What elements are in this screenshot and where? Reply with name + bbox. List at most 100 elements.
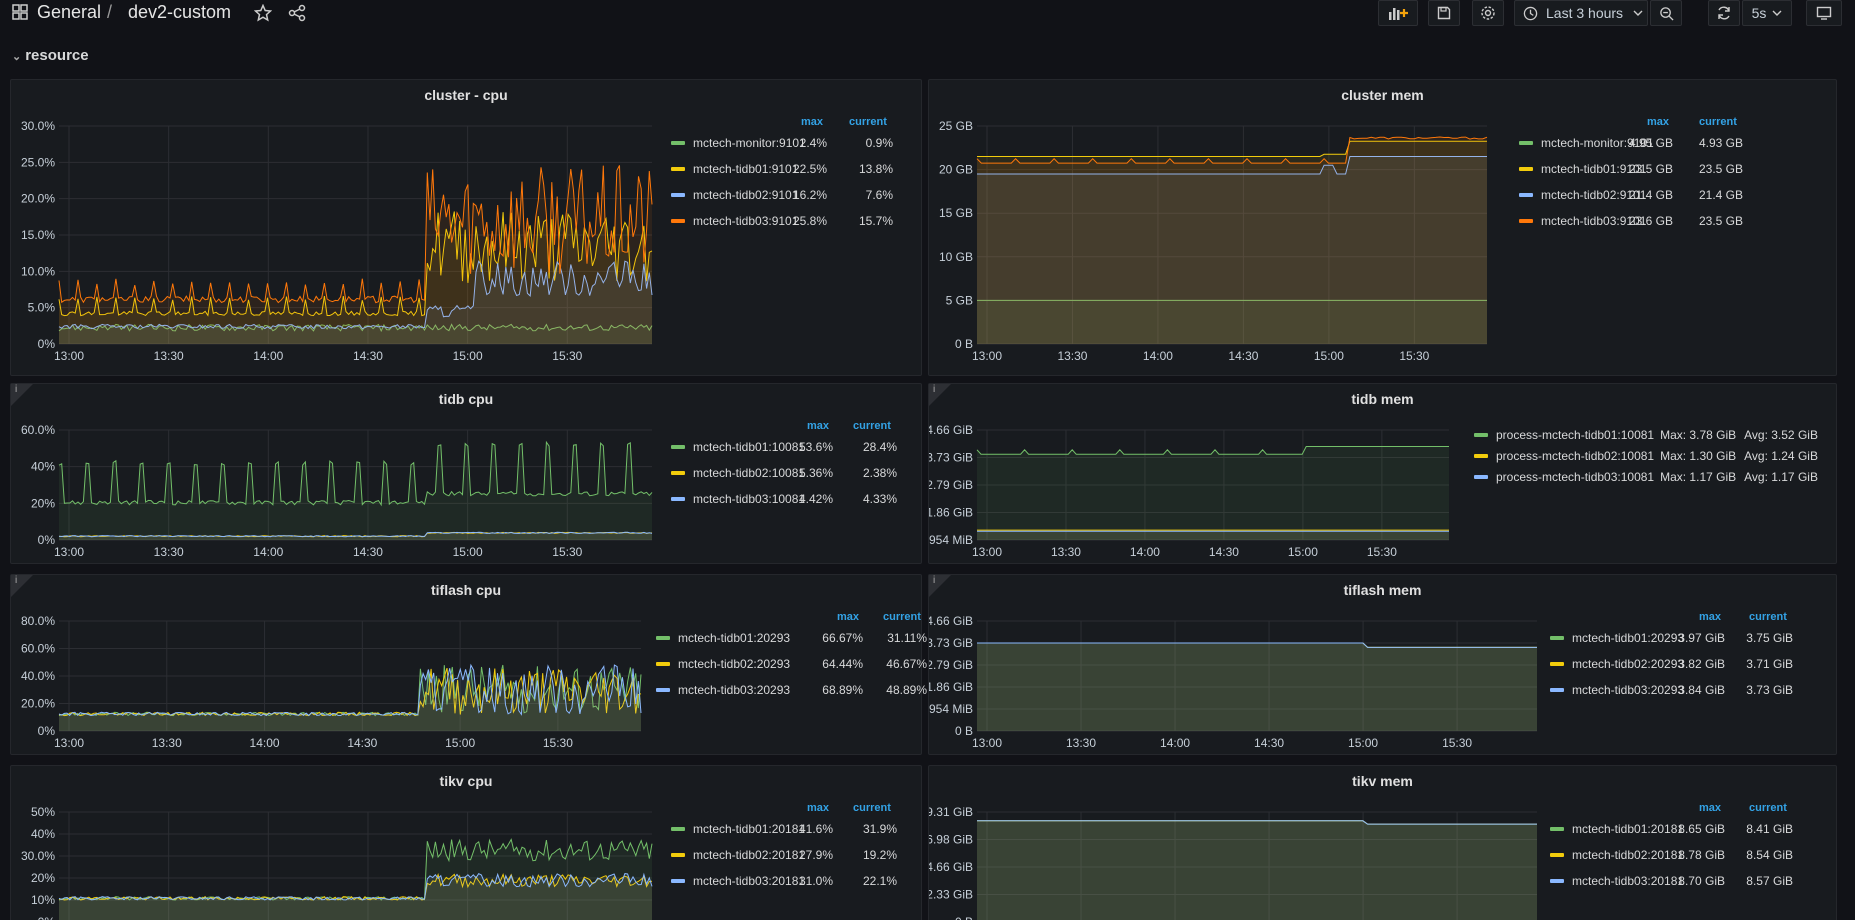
series-line[interactable] bbox=[976, 446, 1449, 455]
legend-item[interactable]: mctech-tidb02:20293 bbox=[656, 657, 790, 671]
panel-cluster-cpu[interactable]: cluster - cpu 30.0% 25.0% 20.0% 15.0% 10.0% 5.… bbox=[10, 79, 922, 376]
graph-plot[interactable]: 60.0% 40% 20% 0%13:00 13:30 14:00 14:30 15:00 15… bbox=[11, 384, 921, 563]
legend-item[interactable]: mctech-tidb03:20181 bbox=[1550, 874, 1684, 888]
series-line[interactable] bbox=[58, 165, 653, 304]
legend-item[interactable]: mctech-tidb03:20181 bbox=[671, 874, 805, 888]
legend-item[interactable]: mctech-tidb01:10081 bbox=[671, 440, 805, 454]
series-line[interactable] bbox=[977, 642, 1537, 648]
share-icon[interactable] bbox=[288, 4, 306, 22]
legend-item[interactable]: mctech-monitor:9101 bbox=[671, 136, 806, 150]
panel-cluster-mem[interactable]: cluster mem 25 GB 20 GB 15 GB 10 GB 5 GB 0 B 13… bbox=[928, 79, 1837, 376]
refresh-button[interactable] bbox=[1708, 0, 1740, 26]
series-line[interactable] bbox=[58, 872, 653, 901]
legend-item[interactable]: mctech-tidb03:20293 bbox=[656, 683, 790, 697]
legend-item[interactable]: mctech-tidb03:10081 bbox=[671, 492, 805, 506]
legend-header-current[interactable]: current bbox=[1749, 802, 1787, 814]
graph-plot[interactable]: 30.0% 25.0% 20.0% 15.0% 10.0% 5.0% 0%13:00 13:3… bbox=[11, 80, 921, 375]
legend-item[interactable]: mctech-tidb02:20181 bbox=[671, 848, 805, 862]
legend-header-current[interactable]: current bbox=[1699, 116, 1737, 128]
legend-header-max[interactable]: max bbox=[807, 802, 830, 814]
legend-header-max[interactable]: max bbox=[1699, 802, 1722, 814]
star-icon[interactable] bbox=[254, 4, 272, 22]
dashboard-settings-button[interactable] bbox=[1472, 0, 1504, 26]
legend-item[interactable]: mctech-tidb03:9101 bbox=[671, 214, 798, 228]
apps-icon[interactable] bbox=[12, 4, 28, 20]
panel-tiflash-cpu[interactable]: i tiflash cpu 80.0% 60.0% 40.0% 20.0% 0% 13:00 1… bbox=[10, 574, 927, 755]
panel-tikv-mem[interactable]: tikv mem 9.31 GiB 6.98 GiB 4.66 GiB 2.33 GiB… bbox=[928, 765, 1837, 920]
x-tick-label: 15:30 bbox=[543, 736, 573, 750]
panel-title[interactable]: tiflash cpu bbox=[430, 582, 501, 598]
view-mode-button[interactable] bbox=[1806, 0, 1842, 26]
refresh-interval-picker[interactable]: 5s bbox=[1742, 0, 1792, 26]
panel-info-corner-icon[interactable]: i bbox=[11, 575, 33, 597]
graph-plot[interactable]: 4.66 GiB 3.73 GiB 2.79 GiB 1.86 GiB 954 MiB 0… bbox=[929, 575, 1836, 754]
legend-item[interactable]: process-mctech-tidb01:10081 Max: 3.78 GiB… bbox=[1474, 428, 1818, 442]
panel-info-corner-icon[interactable]: i bbox=[929, 384, 951, 406]
graph-plot[interactable]: 80.0% 60.0% 40.0% 20.0% 0%13:00 13:30 14:00 14:… bbox=[11, 575, 921, 754]
legend-item[interactable]: mctech-tidb02:9101 bbox=[671, 188, 798, 202]
legend-color-swatch bbox=[1474, 433, 1488, 437]
legend-item[interactable]: mctech-tidb01:20293 bbox=[1550, 631, 1684, 645]
panel-info-corner-icon[interactable]: i bbox=[11, 384, 33, 406]
legend-item[interactable]: mctech-tidb01:9101 bbox=[1519, 162, 1646, 176]
panel-title[interactable]: tidb mem bbox=[1351, 391, 1414, 407]
legend-item[interactable]: mctech-tidb02:9101 bbox=[1519, 188, 1646, 202]
breadcrumb-folder[interactable]: General bbox=[37, 2, 102, 22]
legend-item[interactable]: process-mctech-tidb03:10081 Max: 1.17 GiB… bbox=[1474, 470, 1818, 484]
panel-tidb-mem[interactable]: i tidb mem 4.66 GiB 3.73 GiB 2.79 GiB 1.86 Gi… bbox=[928, 383, 1837, 564]
panel-title[interactable]: tidb cpu bbox=[438, 391, 494, 407]
legend-item[interactable]: mctech-tidb01:20181 bbox=[671, 822, 805, 836]
panel-title[interactable]: cluster - cpu bbox=[424, 87, 508, 103]
legend-header-current[interactable]: current bbox=[1749, 611, 1787, 623]
series-line[interactable] bbox=[58, 663, 642, 717]
panel-tikv-cpu[interactable]: tikv cpu50%40%30.0%20%10%0%13:0013:3014:… bbox=[10, 765, 922, 920]
series-line[interactable] bbox=[58, 211, 653, 317]
panel-tidb-cpu[interactable]: i tidb cpu 60.0% 40% 20% 0% 13:00 13:30 14:00 14:… bbox=[10, 383, 922, 564]
row-header-resource[interactable]: ⌄ resource bbox=[12, 47, 89, 64]
series-line[interactable] bbox=[977, 156, 1487, 175]
series-line[interactable] bbox=[58, 531, 653, 538]
graph-plot[interactable]: 25 GB 20 GB 15 GB 10 GB 5 GB 0 B13:00 13:30 14:… bbox=[929, 80, 1836, 375]
series-line[interactable] bbox=[58, 440, 653, 507]
legend-item[interactable]: mctech-tidb02:20181 bbox=[1550, 848, 1684, 862]
series-line[interactable] bbox=[58, 323, 653, 333]
legend-header-max[interactable]: max bbox=[1699, 611, 1722, 623]
breadcrumb-dashboard[interactable]: dev2-custom bbox=[128, 2, 232, 22]
legend-header-max[interactable]: max bbox=[1647, 116, 1670, 128]
legend-header-current[interactable]: current bbox=[853, 802, 891, 814]
legend-item[interactable]: process-mctech-tidb02:10081 Max: 1.30 GiB… bbox=[1474, 449, 1818, 463]
legend-item[interactable]: mctech-tidb01:9101 bbox=[671, 162, 798, 176]
legend-header-current[interactable]: current bbox=[883, 611, 921, 623]
graph-plot[interactable]: 50%40%30.0%20%10%0%13:0013:3014:0014:301… bbox=[11, 766, 921, 920]
legend-item[interactable]: mctech-monitor:9101 bbox=[1519, 136, 1654, 150]
legend-header-current[interactable]: current bbox=[853, 420, 891, 432]
legend-header-max[interactable]: max bbox=[801, 116, 824, 128]
legend-item[interactable]: mctech-tidb01:20293 bbox=[656, 631, 790, 645]
legend-item[interactable]: mctech-tidb03:20293 bbox=[1550, 683, 1684, 697]
panel-info-corner-icon[interactable]: i bbox=[929, 575, 951, 597]
legend-header-max[interactable]: max bbox=[807, 420, 830, 432]
series-line[interactable] bbox=[977, 820, 1537, 825]
legend-item[interactable]: mctech-tidb02:10081 bbox=[671, 466, 805, 480]
zoom-out-button[interactable] bbox=[1650, 0, 1682, 26]
panel-tiflash-mem[interactable]: i tiflash mem 4.66 GiB 3.73 GiB 2.79 GiB 1.86… bbox=[928, 574, 1837, 755]
series-line[interactable] bbox=[976, 136, 1488, 164]
legend-header-max[interactable]: max bbox=[837, 611, 860, 623]
panel-title[interactable]: tiflash mem bbox=[1343, 582, 1422, 598]
time-range-picker[interactable]: Last 3 hours bbox=[1514, 0, 1648, 26]
x-tick-label: 13:30 bbox=[1057, 349, 1087, 363]
panel-title[interactable]: cluster mem bbox=[1341, 87, 1424, 103]
save-dashboard-button[interactable] bbox=[1428, 0, 1460, 26]
series-line[interactable] bbox=[58, 260, 653, 330]
series-line[interactable] bbox=[977, 140, 1487, 157]
legend-item[interactable]: mctech-tidb02:20293 bbox=[1550, 657, 1684, 671]
legend-item[interactable]: mctech-tidb01:20181 bbox=[1550, 822, 1684, 836]
x-tick-label: 13:30 bbox=[154, 349, 184, 363]
legend-header-current[interactable]: current bbox=[849, 116, 887, 128]
panel-title[interactable]: tikv mem bbox=[1352, 773, 1413, 789]
add-panel-button[interactable] bbox=[1378, 0, 1418, 26]
legend-item[interactable]: mctech-tidb03:9101 bbox=[1519, 214, 1646, 228]
panel-title[interactable]: tikv cpu bbox=[439, 773, 493, 789]
